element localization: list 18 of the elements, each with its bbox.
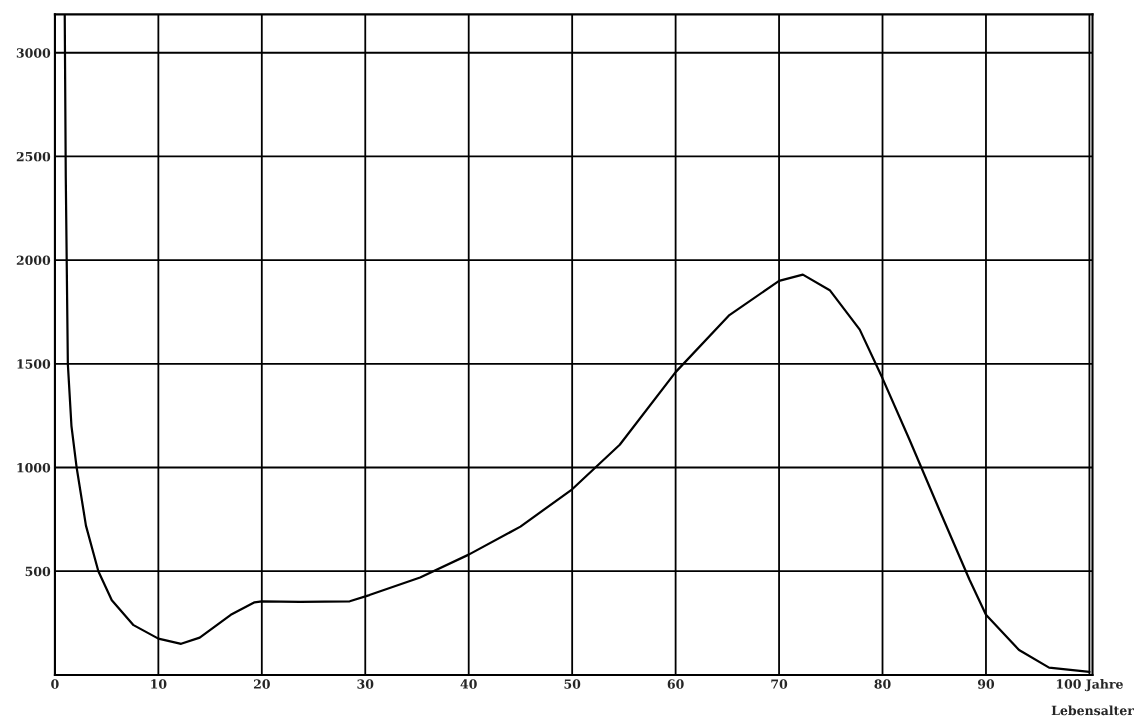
x-tick-label: 0 [51, 679, 59, 689]
y-tick-label: 500 [25, 566, 51, 577]
x-tick-label: 50 [564, 679, 581, 689]
y-tick-label: 2500 [16, 151, 51, 162]
x-tick-label: 60 [667, 679, 684, 689]
x-tick-label: 40 [460, 679, 477, 689]
y-tick-label: 2000 [16, 255, 51, 266]
x-tick-label: 80 [874, 679, 891, 689]
x-tick-label: 10 [151, 679, 167, 689]
x-tick-label: 90 [977, 679, 995, 689]
y-tick-label: 3000 [16, 48, 51, 58]
y-tick-label: 1000 [17, 462, 51, 473]
x-tick-label: 20 [253, 679, 270, 689]
x-tick-label: 70 [771, 679, 788, 689]
x-tick-label: 100 Jahre [1056, 679, 1123, 692]
x-tick-label: 30 [357, 679, 374, 689]
y-tick-label: 1500 [17, 359, 51, 369]
x-axis-title: Lebensalter [1051, 705, 1135, 716]
